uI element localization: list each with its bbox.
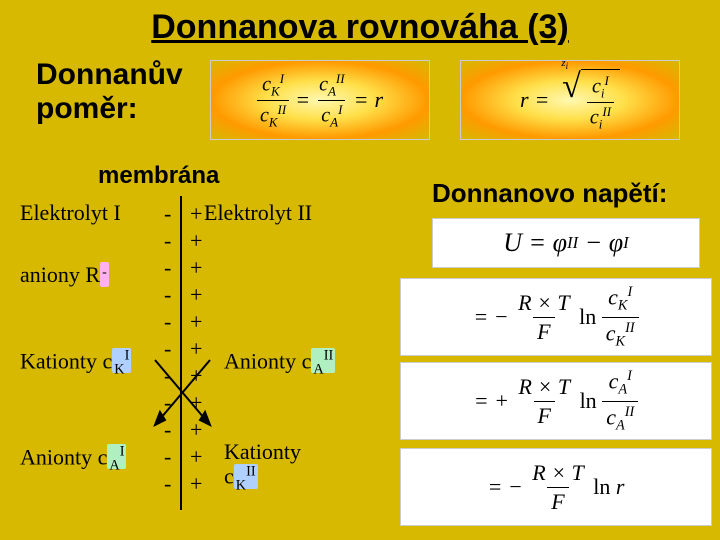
slide-title: Donnanova rovnováha (3) [0,8,720,47]
voltage-label: Donnanovo napětí: [432,178,667,209]
equation-ratio: cKI cKII = cAII cAI = r [210,60,430,140]
minus-column: - - - - - - - - - - - [164,200,171,497]
equation-big-1: = − R × T F ln cKI cKII [400,278,712,356]
arrow-anions [150,350,220,440]
equation-big-3: = − R × T F ln r [400,448,712,526]
equation-u: U = φII − φI [432,218,700,268]
anions-r-label: aniony R- [20,262,109,288]
slide: Donnanova rovnováha (3) Donnanův poměr: … [0,0,720,540]
electrolyte-2-label: Elektrolyt II [204,200,312,226]
anions-2-label: Anionty cAII [224,348,335,379]
electrolyte-1-label: Elektrolyt I [20,200,121,226]
anions-1-label: Anionty cAI [20,444,126,475]
equation-big-2: = + R × T F ln cAI cAII [400,362,712,440]
equation-root: r = zi √ ciI ciII [460,60,680,140]
cations-1-label: Kationty cKI [20,348,131,379]
plus-column: + + + + + + + + + + + [190,200,202,497]
membrane-label: membrána [98,162,219,190]
subtitle: Donnanův poměr: [36,58,183,126]
cations-2-label: Kationty cKII [224,440,301,494]
